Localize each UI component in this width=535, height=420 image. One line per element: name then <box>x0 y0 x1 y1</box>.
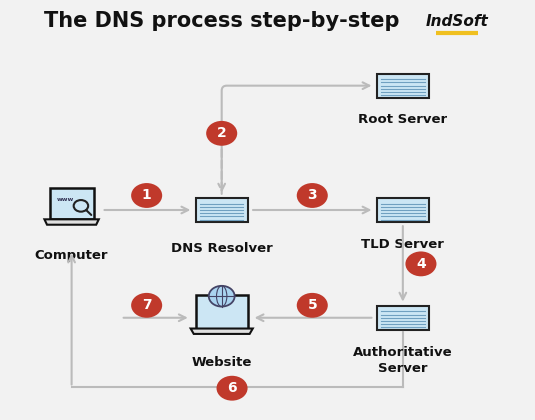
Circle shape <box>131 293 162 318</box>
Text: 2: 2 <box>217 126 226 140</box>
Circle shape <box>131 183 162 208</box>
Text: 7: 7 <box>142 298 151 312</box>
Text: Website: Website <box>192 356 252 369</box>
Text: 3: 3 <box>308 189 317 202</box>
Text: IndSoft: IndSoft <box>426 14 488 29</box>
FancyBboxPatch shape <box>50 188 94 219</box>
Circle shape <box>406 252 437 276</box>
FancyBboxPatch shape <box>377 74 429 98</box>
Circle shape <box>209 286 235 307</box>
Text: Root Server: Root Server <box>358 113 447 126</box>
Text: 1: 1 <box>142 189 151 202</box>
Circle shape <box>217 376 248 401</box>
FancyBboxPatch shape <box>377 198 429 222</box>
Text: www: www <box>57 197 74 202</box>
Circle shape <box>297 183 328 208</box>
FancyBboxPatch shape <box>377 306 429 330</box>
Text: TLD Server: TLD Server <box>362 238 444 251</box>
Text: DNS Resolver: DNS Resolver <box>171 242 272 255</box>
Text: 4: 4 <box>416 257 426 271</box>
Text: Authoritative
Server: Authoritative Server <box>353 346 453 375</box>
Text: 6: 6 <box>227 381 237 395</box>
Polygon shape <box>44 219 99 225</box>
FancyBboxPatch shape <box>196 294 248 328</box>
Circle shape <box>206 121 237 146</box>
Text: Computer: Computer <box>35 249 109 262</box>
Text: 5: 5 <box>308 298 317 312</box>
Text: The DNS process step-by-step: The DNS process step-by-step <box>44 11 400 32</box>
Polygon shape <box>190 328 253 334</box>
FancyBboxPatch shape <box>196 198 248 222</box>
Circle shape <box>297 293 328 318</box>
